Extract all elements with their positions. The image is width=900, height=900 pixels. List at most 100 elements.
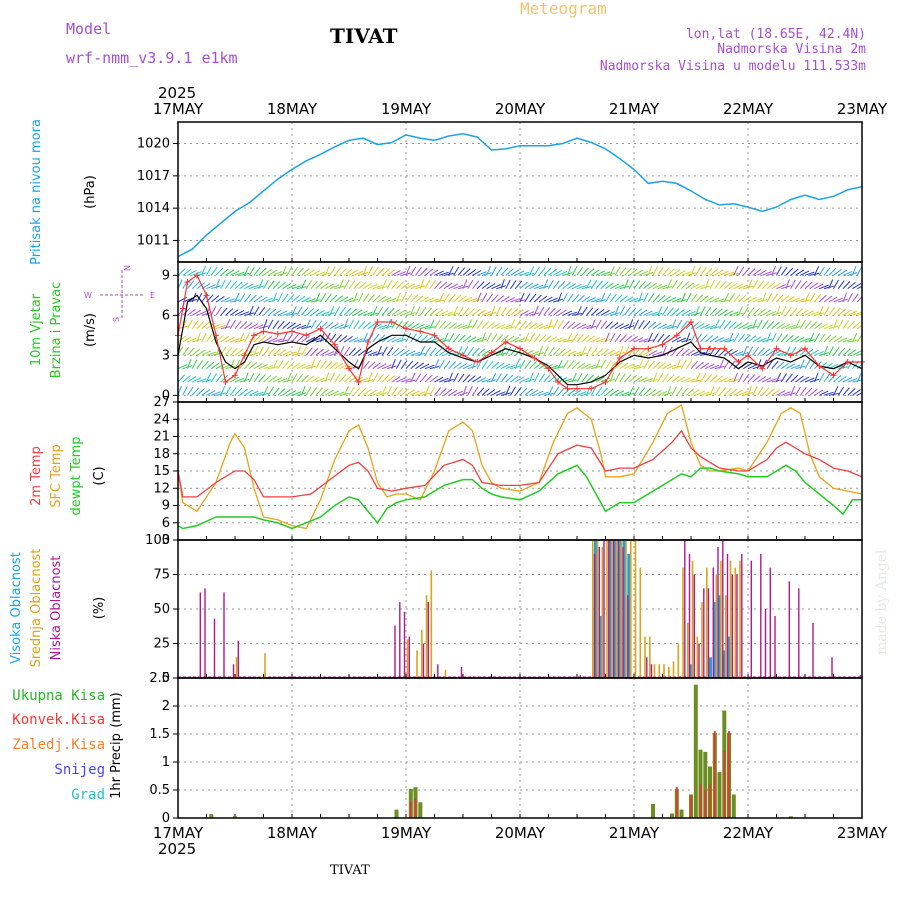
- wind-barb: [429, 269, 439, 276]
- wind-barb: [643, 292, 649, 303]
- wind-barb: [738, 390, 748, 396]
- wind-barb: [467, 386, 473, 396]
- gust-marker: [331, 341, 338, 348]
- wind-barb: [505, 307, 513, 316]
- cloud-mid-ylabel: Srednja Oblacnost: [29, 549, 44, 668]
- wind-barb: [291, 373, 298, 383]
- wind-barb: [505, 335, 515, 343]
- wind-barb: [429, 308, 438, 316]
- wind-barb: [852, 332, 858, 343]
- wind-barb: [491, 305, 496, 316]
- wind-barb: [510, 308, 519, 316]
- wind-barb: [695, 322, 705, 330]
- wind-barb: [671, 297, 682, 303]
- wind-barb: [196, 321, 205, 330]
- wind-barb: [353, 387, 361, 396]
- wind-barb: [752, 269, 762, 276]
- wind-barb: [842, 309, 852, 316]
- top-date-label: 18MAY: [267, 100, 318, 118]
- wind-barb: [657, 306, 663, 316]
- wind-barb: [187, 319, 193, 329]
- wind-barb: [391, 280, 399, 289]
- wind-barb: [837, 308, 847, 316]
- wind-barb: [785, 324, 796, 330]
- wind-barb: [861, 354, 862, 356]
- wind-barb: [818, 266, 825, 276]
- wind-barb: [453, 373, 459, 383]
- wind-barb: [681, 377, 691, 383]
- y-tick-label: 18: [153, 447, 170, 462]
- wind-barb: [838, 337, 848, 343]
- wind-barb: [776, 294, 784, 303]
- wind-barb: [704, 373, 713, 383]
- wind-barb: [491, 333, 498, 343]
- wind-barb: [762, 377, 772, 383]
- wind-barb: [329, 266, 336, 276]
- wind-barb: [253, 295, 263, 303]
- wind-barb: [305, 308, 314, 316]
- wind-barb: [191, 320, 199, 329]
- wind-barb: [709, 268, 719, 276]
- wind-barb: [552, 319, 559, 329]
- wind-ylabel: 10m Vjetar: [29, 293, 44, 366]
- wind-barb: [358, 292, 364, 303]
- gust-marker: [745, 352, 751, 359]
- gust-marker: [403, 325, 409, 332]
- wind-barb: [367, 372, 373, 383]
- gust-marker: [260, 328, 267, 335]
- wind-barb: [467, 375, 476, 383]
- wind-barb: [182, 336, 192, 343]
- wind-barb: [538, 267, 546, 276]
- wind-barb: [543, 374, 551, 383]
- wind-barb: [671, 308, 680, 316]
- wind-barb: [724, 310, 734, 316]
- wind-barb: [362, 321, 372, 330]
- wind-barb: [738, 266, 745, 276]
- wind-barb: [671, 375, 681, 383]
- wind-barb: [476, 292, 482, 303]
- wind-barb: [714, 375, 724, 383]
- wind-barb: [809, 293, 816, 303]
- y-tick-label: 100: [145, 533, 170, 548]
- wind-barb: [178, 374, 186, 383]
- wind-barb: [757, 308, 766, 316]
- wind-barb: [249, 323, 259, 330]
- wind-barb: [310, 359, 316, 369]
- cloud-high-bar: [708, 657, 712, 678]
- wind-barb: [453, 390, 463, 396]
- wind-barb: [795, 298, 806, 303]
- wind-barb: [861, 274, 862, 276]
- wind-barb: [776, 390, 786, 396]
- wind-barb: [695, 333, 702, 343]
- wind-barb: [624, 335, 633, 343]
- gust-marker: [346, 365, 352, 372]
- wind-barb: [714, 337, 724, 343]
- wind-barb: [481, 282, 491, 290]
- wind-barb: [381, 279, 387, 289]
- pressure-line: [177, 133, 863, 258]
- wind-barb: [495, 266, 503, 276]
- wind-barb: [438, 387, 447, 396]
- wind-barb: [818, 305, 824, 316]
- wind-barb: [852, 389, 861, 396]
- wind-barb: [533, 305, 539, 316]
- wind-barb: [481, 349, 491, 356]
- wind-barb: [244, 389, 254, 396]
- wind-barb: [358, 388, 367, 396]
- wind-barb: [676, 359, 681, 369]
- wind-barb: [738, 323, 748, 330]
- wind-barb: [600, 387, 608, 396]
- wind-barb: [453, 333, 461, 343]
- wind-barb: [771, 332, 777, 343]
- wind-barb: [391, 308, 401, 316]
- y-tick-label: 9: [162, 268, 170, 283]
- wind-barb: [847, 282, 856, 290]
- wind-barb: [206, 284, 216, 290]
- wind-barb: [277, 360, 284, 369]
- wind-barb: [329, 294, 338, 303]
- wind-barb: [709, 374, 718, 383]
- wind-barb: [377, 324, 387, 330]
- wind-barb: [462, 279, 468, 289]
- wind-barb: [263, 307, 271, 316]
- wind-barb: [486, 360, 494, 369]
